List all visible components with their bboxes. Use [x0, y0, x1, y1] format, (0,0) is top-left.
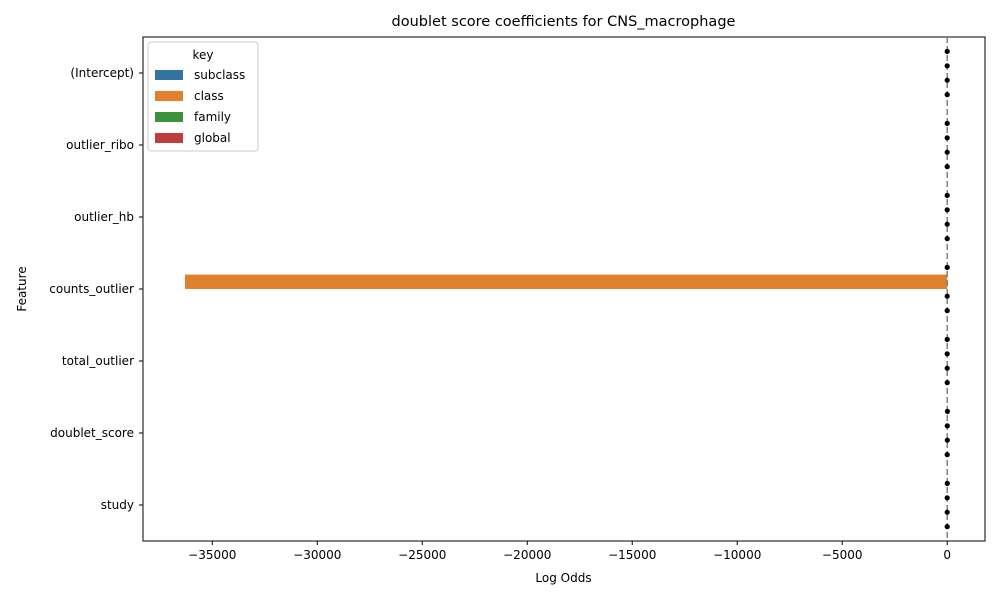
- point-class-total_outlier: [945, 351, 950, 356]
- y-tick-label: (Intercept): [70, 66, 134, 80]
- point-class-study: [945, 495, 950, 500]
- point-global-doublet_score: [945, 452, 950, 457]
- x-axis: −35000 −30000 −25000 −20000 −15000 −10000 −500…: [188, 541, 951, 562]
- point-family-outlier_ribo: [945, 150, 950, 155]
- legend-swatch-subclass: [155, 70, 183, 80]
- point-family-total_outlier: [945, 366, 950, 371]
- legend: key subclass class family global: [148, 42, 258, 151]
- point-global-outlier_ribo: [945, 164, 950, 169]
- point-subclass-(Intercept): [945, 49, 950, 54]
- legend-title: key: [192, 48, 213, 62]
- y-tick-label: outlier_hb: [74, 210, 134, 224]
- x-tick-label: −30000: [293, 548, 341, 562]
- legend-swatch-global: [155, 133, 183, 143]
- legend-swatch-family: [155, 112, 183, 122]
- legend-label-class: class: [194, 89, 224, 103]
- x-tick-label: 0: [943, 548, 951, 562]
- point-subclass-doublet_score: [945, 409, 950, 414]
- point-family-counts_outlier: [945, 294, 950, 299]
- x-tick-label: −15000: [608, 548, 656, 562]
- point-subclass-total_outlier: [945, 337, 950, 342]
- chart-title: doublet score coefficients for CNS_macro…: [392, 14, 736, 30]
- point-class-outlier_ribo: [945, 135, 950, 140]
- point-global-(Intercept): [945, 92, 950, 97]
- y-tick-label: study: [101, 498, 134, 512]
- point-global-counts_outlier: [945, 308, 950, 313]
- x-tick-label: −35000: [188, 548, 236, 562]
- x-tick-label: −10000: [713, 548, 761, 562]
- point-subclass-counts_outlier: [945, 265, 950, 270]
- y-tick-label: outlier_ribo: [66, 138, 134, 152]
- point-family-doublet_score: [945, 438, 950, 443]
- point-class-(Intercept): [945, 63, 950, 68]
- point-family-outlier_hb: [945, 222, 950, 227]
- y-tick-label: total_outlier: [62, 354, 134, 368]
- point-global-total_outlier: [945, 380, 950, 385]
- bar-class-counts_outlier: [185, 275, 947, 289]
- y-axis-label: Feature: [15, 266, 29, 311]
- y-tick-label: doublet_score: [50, 426, 134, 440]
- legend-swatch-class: [155, 91, 183, 101]
- point-family-study: [945, 510, 950, 515]
- plot-area: [143, 37, 985, 541]
- point-family-(Intercept): [945, 78, 950, 83]
- y-axis: (Intercept) outlier_ribo outlier_hb counts_…: [49, 66, 143, 512]
- point-subclass-outlier_hb: [945, 193, 950, 198]
- x-tick-label: −20000: [503, 548, 551, 562]
- point-class-doublet_score: [945, 423, 950, 428]
- legend-label-subclass: subclass: [194, 68, 245, 82]
- x-axis-label: Log Odds: [535, 571, 591, 585]
- point-subclass-study: [945, 481, 950, 486]
- x-tick-label: −25000: [398, 548, 446, 562]
- point-subclass-outlier_ribo: [945, 121, 950, 126]
- legend-label-global: global: [194, 131, 231, 145]
- y-tick-label: counts_outlier: [49, 282, 134, 296]
- point-class-outlier_hb: [945, 207, 950, 212]
- x-tick-label: −5000: [822, 548, 863, 562]
- bars-group: [185, 275, 947, 491]
- point-global-outlier_hb: [945, 236, 950, 241]
- point-global-study: [945, 524, 950, 529]
- legend-label-family: family: [194, 110, 231, 124]
